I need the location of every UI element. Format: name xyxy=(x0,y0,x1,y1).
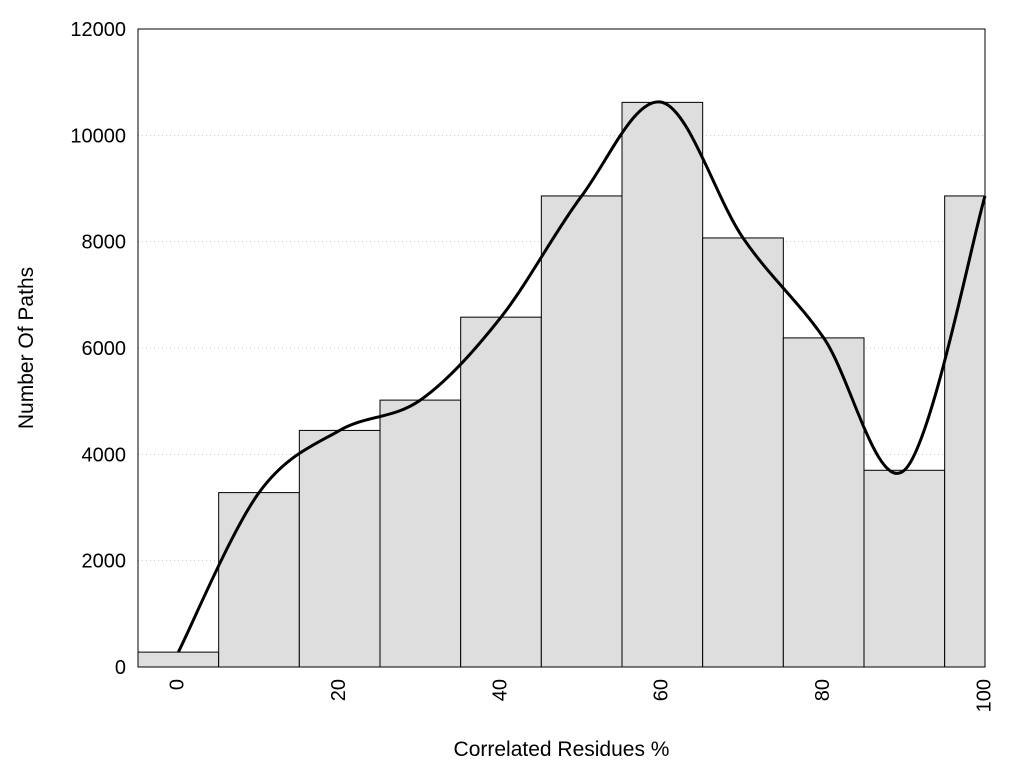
bar-100 xyxy=(944,195,986,668)
x-axis-ticks: 0 20 40 60 80 100 xyxy=(167,679,996,712)
bar-0 xyxy=(137,651,220,668)
smooth-density-curve xyxy=(176,100,987,653)
y-axis-label: Number Of Paths xyxy=(15,267,38,429)
x-tick-label: 80 xyxy=(812,679,834,701)
x-tick-label: 40 xyxy=(489,679,511,701)
y-axis-ticks: 0 2000 4000 6000 8000 10000 12000 xyxy=(70,19,126,679)
bars xyxy=(137,101,986,668)
x-axis-label: Correlated Residues % xyxy=(454,738,670,761)
bar-50 xyxy=(540,195,623,668)
x-tick-label: 100 xyxy=(973,679,995,712)
y-tick-label: 2000 xyxy=(82,551,127,573)
bar-80 xyxy=(782,337,865,668)
y-tick-label: 8000 xyxy=(82,232,127,254)
x-tick-label: 0 xyxy=(167,679,189,690)
y-tick-label: 0 xyxy=(115,657,126,679)
bar-70 xyxy=(702,237,784,668)
x-tick-label: 60 xyxy=(651,679,673,701)
y-tick-label: 12000 xyxy=(70,19,126,41)
y-tick-label: 10000 xyxy=(70,125,126,147)
plot-frame xyxy=(137,28,986,668)
x-tick-label: 20 xyxy=(328,679,350,701)
bar-30 xyxy=(379,399,462,668)
bar-60 xyxy=(621,101,704,668)
y-tick-label: 4000 xyxy=(82,444,127,466)
bar-20 xyxy=(298,429,381,668)
y-tick-label: 6000 xyxy=(82,338,127,360)
bar-90 xyxy=(863,469,946,668)
bar-40 xyxy=(460,316,542,668)
bar-10 xyxy=(218,492,300,668)
